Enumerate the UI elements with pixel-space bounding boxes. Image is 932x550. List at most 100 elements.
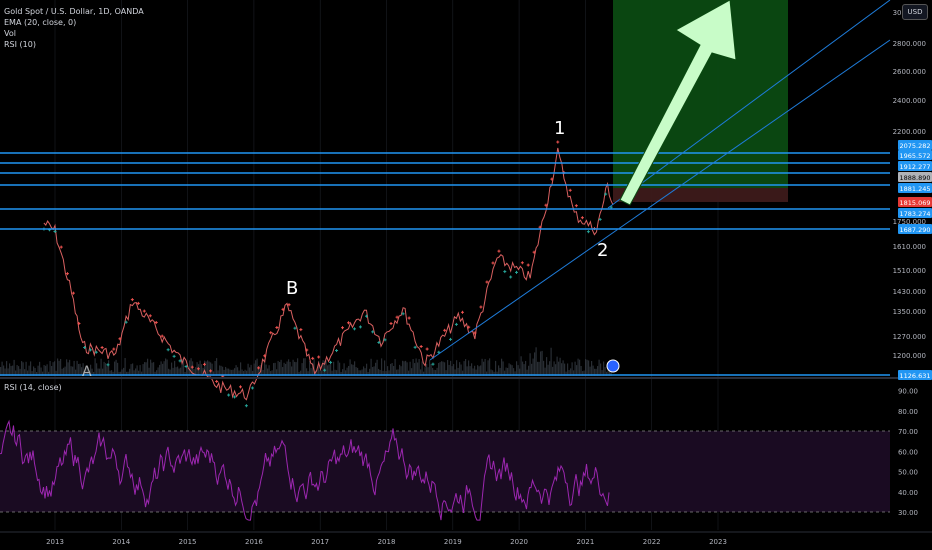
volume-bar <box>180 367 182 376</box>
volume-bar <box>25 361 27 376</box>
volume-bar <box>132 363 134 376</box>
volume-bar <box>225 366 227 376</box>
price-tag-label: 1687.290 <box>899 226 930 234</box>
volume-bar <box>442 361 444 376</box>
volume-bar <box>607 368 609 376</box>
price-tag-bg <box>898 197 932 207</box>
volume-bar <box>57 358 59 376</box>
volume-bar <box>508 363 510 376</box>
volume-bars <box>0 347 612 376</box>
volume-bar <box>457 367 459 376</box>
volume-bar <box>27 370 29 376</box>
volume-bar <box>598 359 600 376</box>
volume-bar <box>354 361 356 376</box>
volume-bar <box>178 368 180 376</box>
volume-bar <box>544 367 546 376</box>
volume-bar <box>484 358 486 376</box>
volume-bar <box>154 371 156 376</box>
rsi-axis-tick: 80.00 <box>898 408 918 416</box>
rsi-pane-title[interactable]: RSI (14, close) <box>4 383 62 392</box>
volume-bar <box>343 363 345 376</box>
volume-bar <box>525 360 527 376</box>
volume-bar <box>435 370 437 376</box>
volume-bar <box>412 358 414 376</box>
volume-bar <box>151 362 153 376</box>
volume-bar <box>112 371 114 376</box>
volume-bar <box>384 360 386 376</box>
volume-bar <box>402 360 404 376</box>
volume-bar <box>69 359 71 376</box>
volume-bar <box>208 361 210 376</box>
volume-bar <box>136 365 138 376</box>
long-position-stop-zone[interactable] <box>613 188 788 202</box>
volume-bar <box>604 367 606 376</box>
volume-bar <box>528 365 530 376</box>
volume-bar <box>493 371 495 376</box>
volume-bar <box>240 362 242 376</box>
volume-bar <box>253 363 255 376</box>
volume-bar <box>330 362 332 376</box>
volume-bar <box>379 369 381 376</box>
volume-bar <box>475 369 477 376</box>
wave-label-2: 2 <box>597 240 608 261</box>
volume-bar <box>375 362 377 376</box>
volume-bar <box>312 362 314 376</box>
volume-bar <box>157 367 159 376</box>
volume-bar <box>385 371 387 376</box>
volume-bar <box>426 363 428 376</box>
price-tag-label: 2075.282 <box>899 142 930 150</box>
currency-button[interactable]: USD <box>902 4 928 20</box>
volume-bar <box>235 365 237 376</box>
volume-bar <box>22 362 24 376</box>
time-axis-tick: 2015 <box>179 538 197 546</box>
legend-ema[interactable]: EMA (20, close, 0) <box>4 18 77 27</box>
volume-bar <box>231 369 233 376</box>
trendline-upper[interactable] <box>607 0 891 209</box>
volume-bar <box>580 365 582 376</box>
volume-bar <box>346 367 348 376</box>
event-marker-icon[interactable] <box>606 359 620 373</box>
volume-bar <box>597 366 599 376</box>
volume-bar <box>192 361 194 376</box>
volume-bar <box>213 371 215 376</box>
volume-bar <box>454 369 456 376</box>
trendline-lower[interactable] <box>429 39 891 361</box>
volume-bar <box>492 370 494 376</box>
volume-bar <box>33 366 35 376</box>
volume-bar <box>156 370 158 376</box>
volume-bar <box>589 366 591 376</box>
chart-legend[interactable]: Gold Spot / U.S. Dollar, 1D, OANDA EMA (… <box>4 6 144 50</box>
time-axis[interactable]: 2013 2014 2015 2016 2017 2018 2019 2020 2021 2022… <box>0 531 932 546</box>
price-axis[interactable]: 3000.0002800.0002600.0002400.0002200.000… <box>893 9 926 360</box>
volume-bar <box>517 365 519 376</box>
projection-arrow[interactable] <box>619 0 737 206</box>
volume-bar <box>127 371 129 376</box>
volume-bar <box>499 367 501 376</box>
legend-symbol[interactable]: Gold Spot / U.S. Dollar, 1D, OANDA <box>4 7 144 16</box>
horizontal-levels[interactable] <box>0 152 890 376</box>
volume-bar <box>486 371 488 376</box>
rsi-axis[interactable]: 90.00 80.00 70.00 60.00 50.00 40.00 30.00 <box>898 388 918 518</box>
wave-label-1: 1 <box>554 118 565 139</box>
legend-rsi[interactable]: RSI (10) <box>4 40 36 49</box>
volume-bar <box>129 368 131 376</box>
volume-bar <box>264 359 266 376</box>
volume-bar <box>4 368 6 376</box>
volume-bar <box>229 369 231 376</box>
volume-bar <box>463 361 465 376</box>
volume-bar <box>0 366 2 376</box>
volume-bar <box>441 361 443 376</box>
volume-bar <box>415 358 417 376</box>
volume-bar <box>103 361 105 376</box>
legend-vol[interactable]: Vol <box>4 29 16 38</box>
volume-bar <box>331 370 333 376</box>
volume-bar <box>238 370 240 376</box>
volume-bar <box>9 363 11 376</box>
volume-bar <box>130 364 132 376</box>
volume-bar <box>579 359 581 376</box>
volume-bar <box>361 369 363 376</box>
volume-bar <box>519 368 521 376</box>
volume-bar <box>547 364 549 376</box>
volume-bar <box>36 371 38 376</box>
